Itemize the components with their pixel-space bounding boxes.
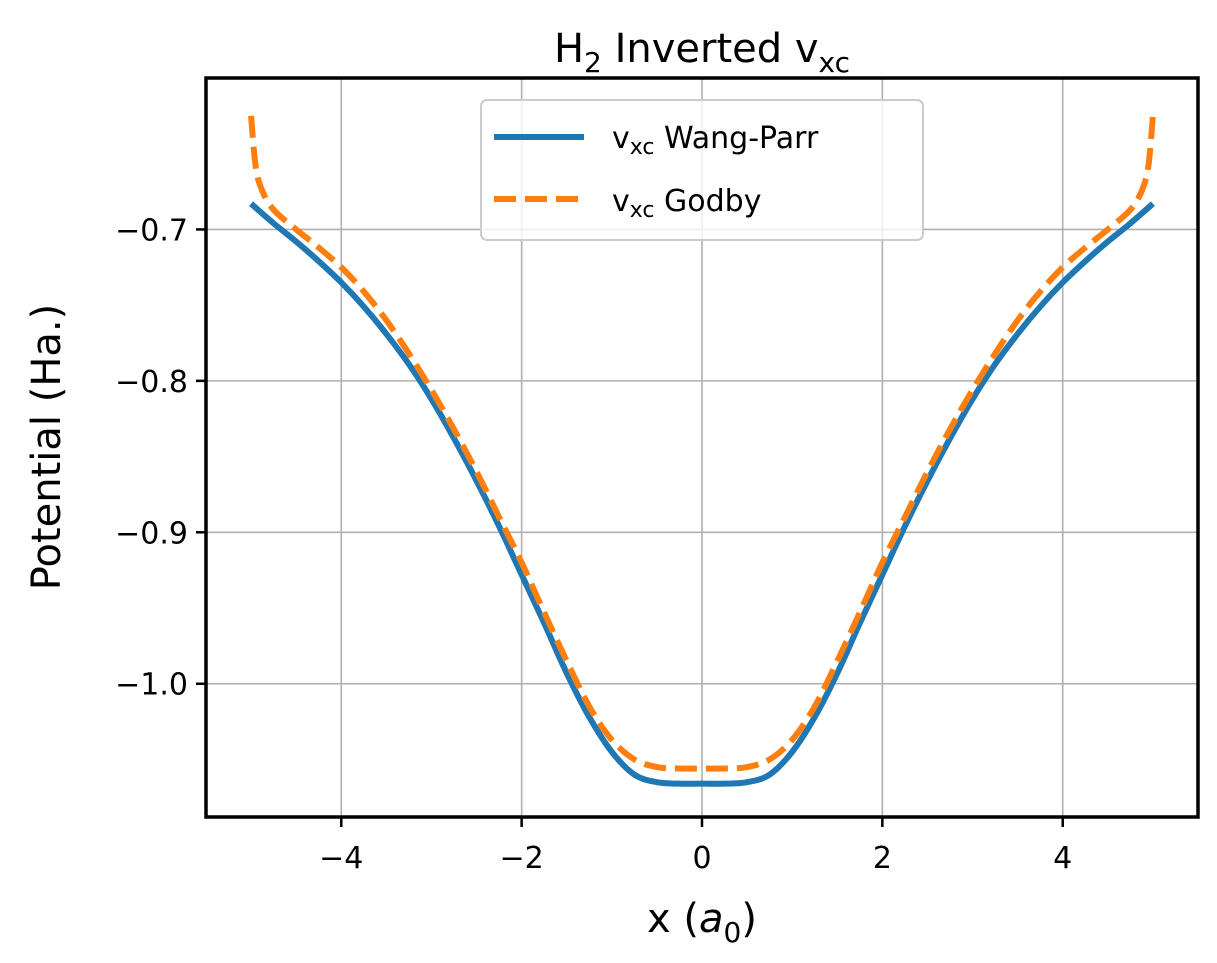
y-tick-label: −0.9 [115,516,188,551]
legend-label-godby: vxc Godby [612,184,761,223]
axis-ticks: −4 −2 0 2 4 −1.0 −0.9 −0.8 −0.7 [115,213,1072,876]
x-axis-label: x (a0) [647,896,757,949]
legend: vxc Wang-Parr vxc Godby [480,99,924,241]
y-tick-label: −1.0 [115,668,188,703]
y-axis-label: Potential (Ha.) [24,304,70,590]
x-tick-label: −2 [500,841,544,876]
series-layer [248,115,1156,787]
x-tick-label: 4 [1053,841,1072,876]
legend-label-wang-parr: vxc Wang-Parr [612,121,819,160]
x-tick-label: 0 [692,841,711,876]
series-line-wang-parr [249,201,1155,787]
chart-title: H2 Inverted vxc [554,26,850,79]
y-tick-label: −0.8 [115,365,188,400]
y-tick-label: −0.7 [115,213,188,248]
x-tick-label: 2 [873,841,892,876]
x-tick-label: −4 [319,841,363,876]
series-line-godby [248,115,1156,772]
legend-box [480,99,924,241]
